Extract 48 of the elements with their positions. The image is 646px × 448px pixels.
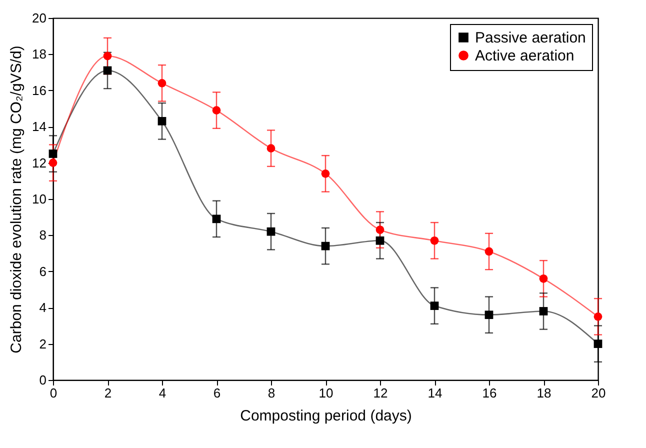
point	[321, 169, 330, 178]
point	[266, 144, 276, 152]
x-axis-title: Composting period (days)	[240, 408, 412, 424]
point	[158, 116, 166, 126]
y-tick-label: 2	[39, 336, 46, 352]
x-tick-label: 20	[591, 386, 606, 400]
point	[321, 242, 330, 250]
point	[266, 227, 276, 236]
point	[484, 247, 494, 256]
legend-label: Active aeration	[475, 48, 574, 64]
point	[539, 307, 548, 316]
x-tick-label: 18	[536, 386, 552, 400]
y-tick-label: 16	[32, 82, 46, 98]
point	[103, 52, 112, 60]
point	[484, 310, 494, 320]
y-tick-label: 20	[32, 10, 46, 26]
y-tick-label: 8	[39, 228, 46, 243]
y-tick-label: 6	[39, 264, 46, 279]
point	[212, 214, 221, 224]
point	[594, 312, 602, 321]
y-tick-label: 10	[32, 192, 46, 206]
point	[376, 236, 384, 245]
y-tick-label: 0	[39, 372, 46, 388]
y-tick-label: 14	[32, 119, 46, 134]
point	[48, 158, 58, 167]
x-tick-label: 8	[268, 386, 276, 400]
point	[48, 150, 58, 158]
point	[430, 302, 439, 310]
y-tick-label: 12	[32, 155, 46, 170]
x-tick-label: 2	[104, 386, 112, 400]
point	[376, 226, 384, 234]
y-tick-label: 18	[32, 46, 46, 62]
x-tick-label: 14	[428, 386, 442, 400]
x-tick-label: 12	[373, 386, 388, 400]
point	[430, 236, 439, 245]
x-tick-label: 16	[482, 386, 497, 400]
point	[103, 66, 112, 75]
legend-label: Passive aeration	[475, 30, 586, 46]
y-axis-title: Carbon dioxide evolution rate (mg CO₂/gVS/d)	[8, 46, 26, 354]
x-tick-label: 10	[318, 386, 334, 400]
point	[594, 340, 602, 348]
point	[539, 274, 548, 283]
x-tick-label: 4	[158, 386, 166, 400]
x-tick-label: 6	[213, 386, 221, 400]
point	[158, 78, 166, 88]
x-tick-label: 0	[50, 386, 58, 400]
y-tick-label: 4	[39, 300, 46, 316]
point	[212, 106, 221, 114]
